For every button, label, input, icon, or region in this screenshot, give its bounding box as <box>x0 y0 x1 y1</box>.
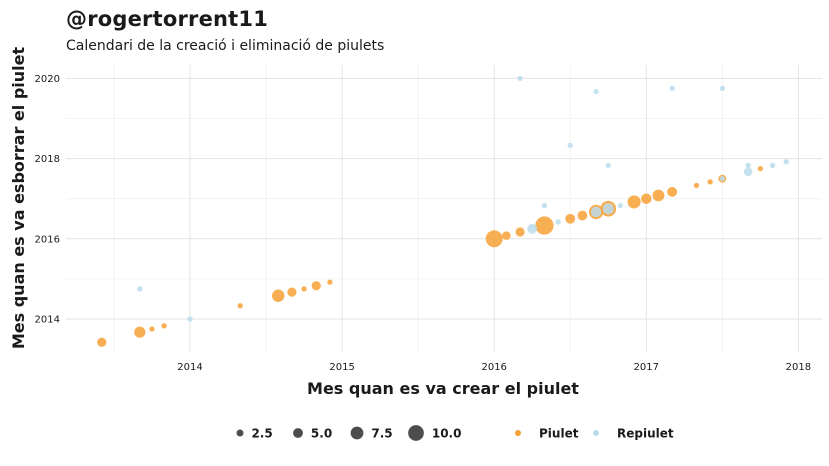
piulet-point <box>693 182 700 189</box>
legend: 2.5 5.0 7.5 10.0 Piulet Repiulet <box>236 425 674 441</box>
repiulet-point <box>187 316 193 322</box>
color-legend: Piulet Repiulet <box>515 427 674 441</box>
piulet-point <box>311 281 321 291</box>
repiulet-point <box>602 203 614 215</box>
size-legend-label: 10.0 <box>432 427 462 441</box>
repiulet-point <box>669 85 675 92</box>
repiulet-point <box>590 206 602 218</box>
repiulet-point <box>593 88 599 95</box>
piulet-point <box>485 230 503 248</box>
piulet-point <box>757 165 764 172</box>
y-tick-label: 2014 <box>35 315 60 326</box>
repiulet-point <box>517 75 523 82</box>
piulet-point <box>134 326 146 338</box>
repiulet-point <box>769 162 776 169</box>
y-axis-ticks: 2014 2016 2018 2020 <box>35 74 60 326</box>
size-legend-label: 5.0 <box>311 427 332 441</box>
size-legend-label: 7.5 <box>371 427 392 441</box>
repiulet-point <box>527 223 538 234</box>
y-tick-label: 2020 <box>35 74 60 85</box>
piulet-point <box>97 337 107 347</box>
repiulet-point <box>783 159 789 165</box>
piulet-point <box>515 227 525 237</box>
size-legend: 2.5 5.0 7.5 10.0 <box>236 425 462 441</box>
repiulet-point <box>745 162 751 169</box>
x-tick-label: 2014 <box>177 362 202 373</box>
scatter-chart: 2014 2015 2016 2017 2018 2014 2016 2018 2020 Me… <box>9 47 822 398</box>
piulet-point <box>237 303 243 309</box>
repiulet-point <box>605 162 611 169</box>
repiulet-point <box>743 167 753 177</box>
y-tick-label: 2018 <box>35 154 60 165</box>
repiulet-point <box>617 202 624 209</box>
x-axis-title: Mes quan es va crear el piulet <box>307 379 579 398</box>
repiulet-legend-key <box>593 430 599 436</box>
x-axis-ticks: 2014 2015 2016 2017 2018 <box>177 362 811 373</box>
chart-title: @rogertorrent11 <box>66 7 269 31</box>
repiulet-point <box>555 219 561 225</box>
piulet-point <box>535 216 554 235</box>
chart-subtitle: Calendari de la creació i eliminació de … <box>66 38 385 54</box>
y-tick-label: 2016 <box>35 234 60 245</box>
piulet-point <box>707 179 713 185</box>
size-legend-key <box>293 428 303 438</box>
size-legend-key <box>408 425 424 441</box>
repiulet-point <box>567 142 573 149</box>
x-tick-label: 2017 <box>634 362 659 373</box>
size-legend-label: 2.5 <box>251 427 272 441</box>
piulet-point <box>577 210 588 221</box>
size-legend-key <box>350 426 364 440</box>
data-points <box>97 75 789 347</box>
grid <box>66 65 822 352</box>
piulet-point <box>641 193 652 204</box>
piulet-point <box>652 189 665 202</box>
repiulet-point <box>137 286 143 292</box>
piulet-point <box>667 186 678 197</box>
piulet-legend-key <box>515 430 521 436</box>
piulet-point <box>565 213 576 224</box>
piulet-point <box>287 287 297 297</box>
repiulet-point <box>541 202 548 209</box>
piulet-legend-label: Piulet <box>539 427 579 441</box>
repiulet-point <box>719 85 725 92</box>
y-axis-title: Mes quan es va esborrar el piulet <box>9 47 28 350</box>
piulet-point <box>161 323 167 329</box>
x-tick-label: 2015 <box>329 362 354 373</box>
x-tick-label: 2018 <box>786 362 811 373</box>
piulet-point <box>271 289 285 302</box>
piulet-point <box>627 195 641 209</box>
piulet-point <box>149 326 155 332</box>
piulet-point <box>301 286 307 292</box>
repiulet-legend-label: Repiulet <box>617 427 674 441</box>
piulet-point <box>502 231 511 240</box>
x-tick-label: 2016 <box>481 362 506 373</box>
piulet-point <box>327 279 333 285</box>
size-legend-key <box>236 429 244 437</box>
repiulet-point <box>719 176 725 182</box>
